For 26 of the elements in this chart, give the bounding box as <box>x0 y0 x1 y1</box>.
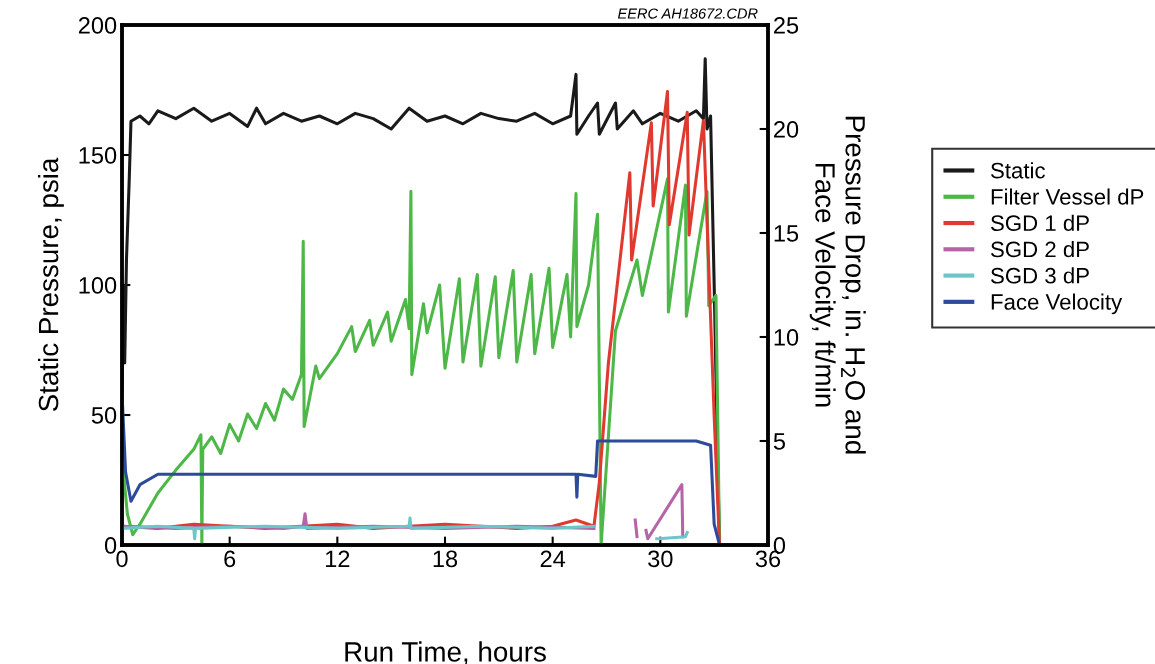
y-tick-label: 0 <box>104 537 117 554</box>
y-axis-title: Static Pressure, psia <box>37 157 64 412</box>
y-tick-label: 50 <box>91 407 117 424</box>
y2-tick-label: 5 <box>773 433 785 450</box>
legend-label: SGD 2 dP <box>991 240 1089 258</box>
y2-tick-label: 10 <box>774 329 799 346</box>
text: EERC AH18672.CDR <box>617 8 758 19</box>
x-tick-label: 18 <box>433 550 458 568</box>
legend-label: Static <box>991 162 1045 179</box>
y2-axis-title: Pressure Drop, in. H$_{2}$O and Face Velocity, ft/min <box>809 116 866 454</box>
legend-label: SGD 3 dP <box>991 267 1089 284</box>
legend-label: Filter Vessel dP <box>991 188 1144 205</box>
legend-label: Face Velocity <box>991 293 1123 315</box>
x-tick-label: 12 <box>326 550 350 567</box>
y2-tick-label: 25 <box>774 17 799 34</box>
x-tick-label: 0 <box>116 550 128 568</box>
x-tick-label: 6 <box>224 550 236 568</box>
line-series <box>122 177 722 545</box>
x-tick-label: 24 <box>540 550 566 567</box>
y-tick-label: 200 <box>78 17 117 34</box>
y2-tick-label: 20 <box>774 121 799 138</box>
y2-tick-label: 15 <box>774 225 799 242</box>
y-tick-label: 150 <box>79 147 117 164</box>
legend-label: SGD 1 dP <box>991 214 1089 232</box>
x-tick-label: 30 <box>648 550 673 568</box>
y-tick-label: 100 <box>79 277 117 294</box>
